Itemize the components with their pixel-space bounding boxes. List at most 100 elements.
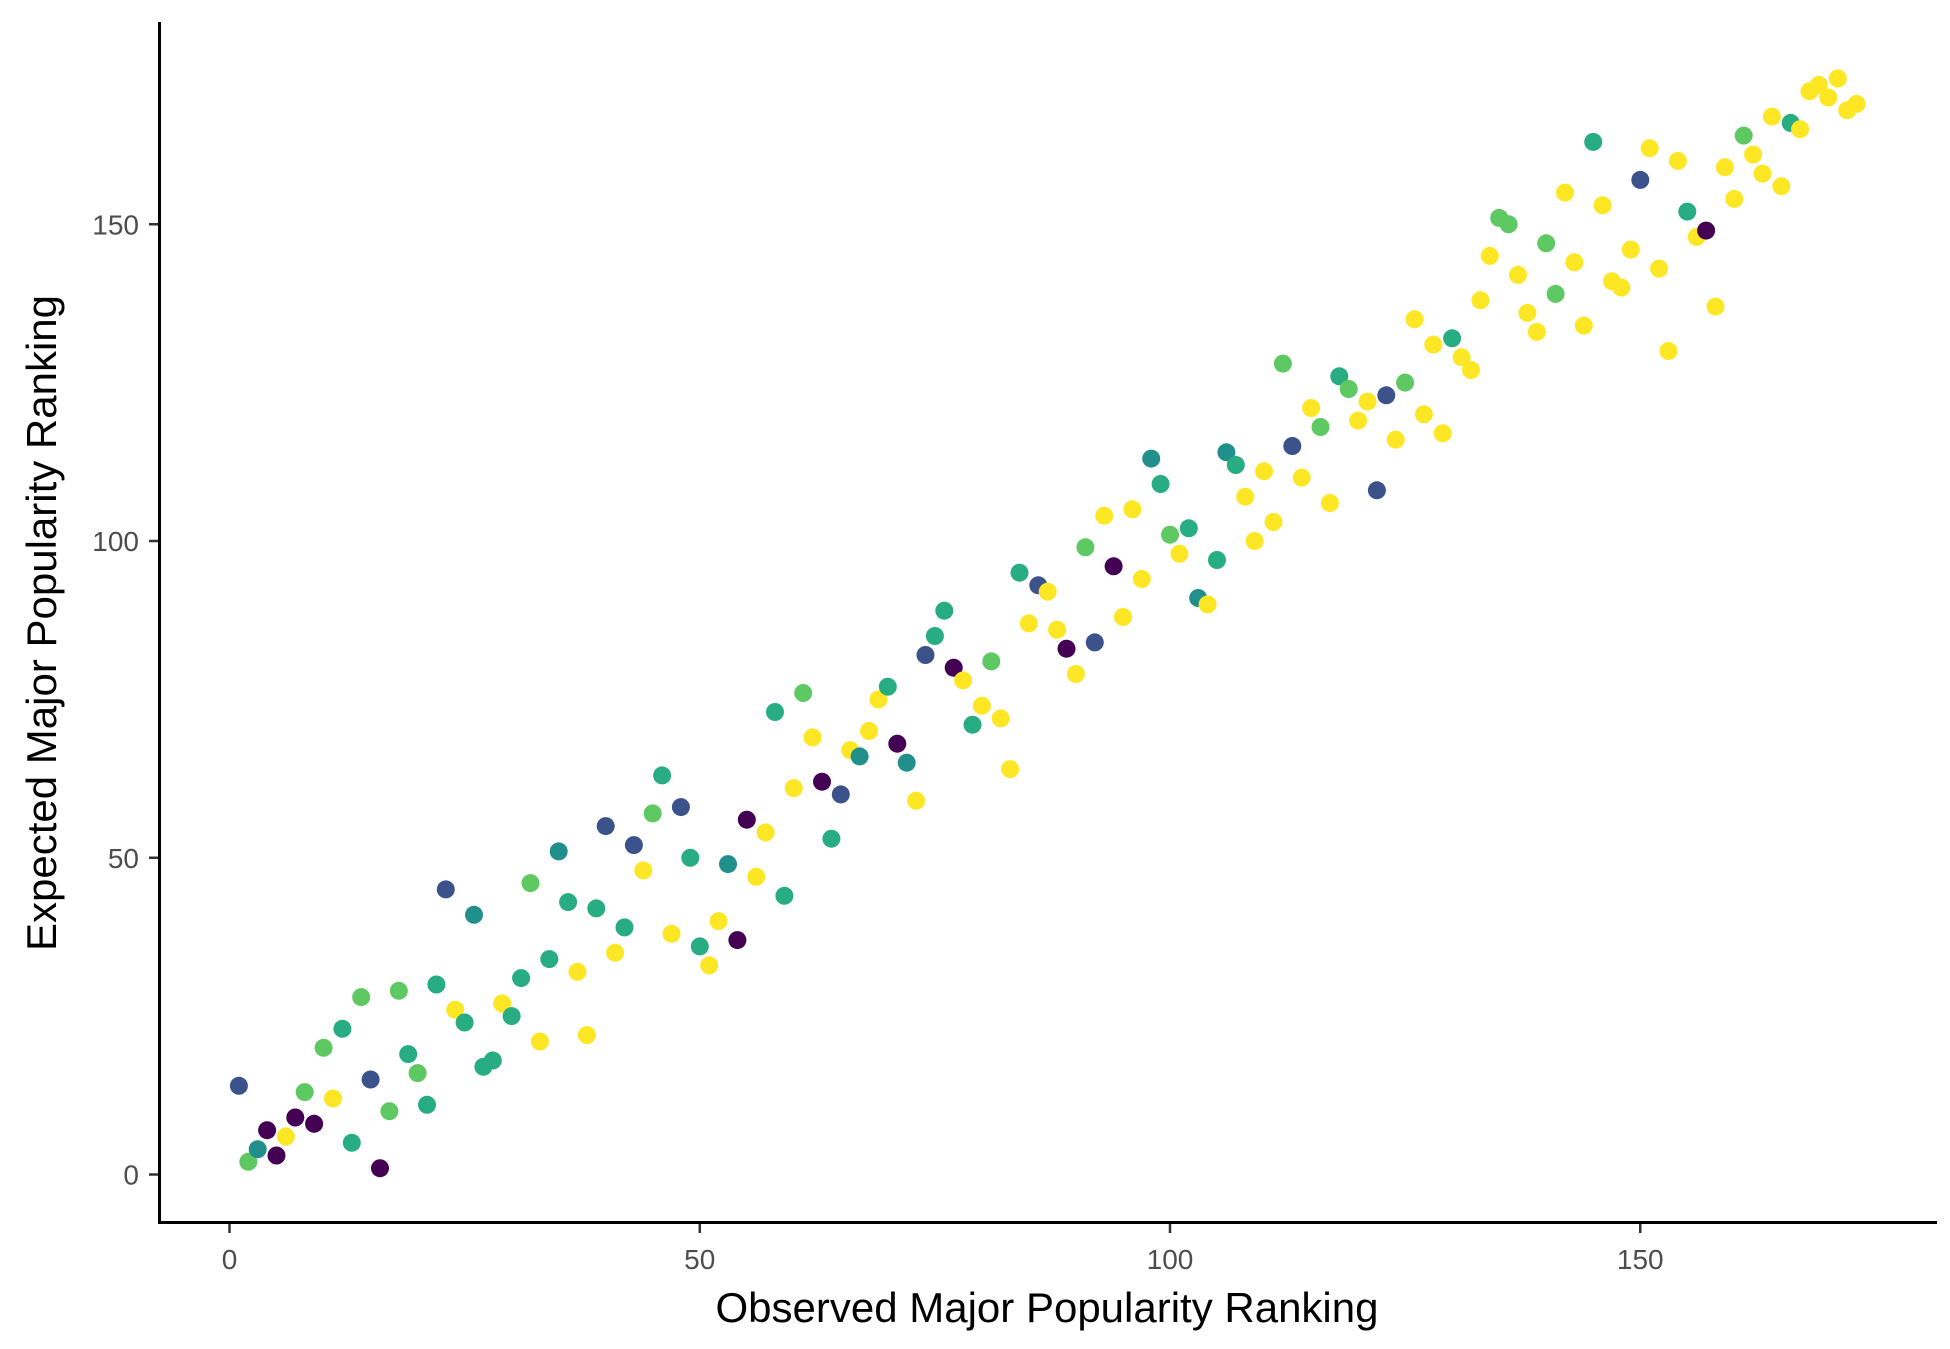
data-point (1565, 253, 1584, 272)
y-axis-ticks: 0 50 100 150 (92, 209, 158, 1191)
data-point (530, 1032, 549, 1051)
data-point (512, 969, 531, 988)
data-point (1509, 265, 1527, 284)
data-point (1424, 335, 1443, 354)
data-point (1433, 424, 1452, 443)
data-point (1226, 456, 1245, 474)
data-point (502, 1007, 521, 1026)
data-point (850, 747, 869, 766)
data-point (1753, 164, 1772, 183)
data-point (295, 1083, 314, 1102)
data-point (1038, 582, 1057, 601)
data-point (634, 861, 653, 880)
data-point (1819, 88, 1838, 107)
y-tick-label: 100 (92, 526, 139, 557)
data-point (1095, 506, 1114, 525)
data-point (1377, 386, 1396, 405)
data-point (982, 652, 1001, 671)
data-point (549, 842, 568, 861)
data-point (248, 1140, 267, 1159)
x-tick-label: 150 (1617, 1244, 1664, 1275)
data-point (1650, 259, 1669, 278)
data-point (671, 798, 690, 817)
y-tick-label: 150 (92, 209, 139, 240)
data-point (596, 817, 615, 836)
data-point (352, 988, 371, 1007)
data-point (606, 943, 625, 962)
data-point (1734, 126, 1753, 145)
data-point (1283, 437, 1302, 455)
y-tick-label: 50 (108, 843, 139, 874)
data-point (653, 766, 672, 785)
data-point (1518, 303, 1537, 322)
data-point (436, 880, 455, 899)
data-point (1762, 107, 1781, 126)
data-point (1217, 443, 1236, 462)
data-point (1245, 532, 1264, 550)
data-point (1678, 202, 1697, 221)
data-point (1725, 189, 1744, 208)
data-point (1311, 418, 1330, 436)
data-point (229, 1076, 248, 1095)
data-point (1452, 348, 1471, 367)
y-tick-label: 0 (123, 1160, 139, 1191)
data-point (577, 1026, 596, 1045)
data-point (455, 1013, 474, 1032)
data-point (1640, 139, 1659, 158)
data-point (1320, 494, 1339, 512)
data-point (1142, 449, 1161, 468)
x-tick-label: 50 (684, 1244, 715, 1275)
data-point (1198, 595, 1217, 614)
data-point (540, 950, 559, 969)
data-point (418, 1095, 436, 1114)
data-point (662, 924, 681, 943)
data-point (888, 734, 907, 753)
data-point (1001, 760, 1020, 779)
data-point (1546, 284, 1565, 303)
data-point (1386, 430, 1405, 449)
data-point (521, 874, 540, 893)
data-point (784, 779, 803, 798)
data-point (427, 975, 446, 994)
data-point (991, 709, 1010, 728)
data-point (624, 836, 643, 855)
data-point (925, 627, 944, 645)
data-point (907, 791, 926, 810)
points-layer (229, 69, 1866, 1178)
data-point (1339, 380, 1358, 398)
data-point (258, 1121, 277, 1140)
data-point (389, 981, 408, 1000)
data-point (1123, 500, 1142, 519)
data-point (239, 1152, 258, 1171)
data-point (1499, 215, 1518, 234)
data-point (1527, 322, 1546, 341)
data-point (766, 703, 784, 721)
data-point (972, 696, 991, 715)
data-point (643, 804, 662, 823)
data-point (408, 1064, 427, 1083)
data-point (944, 658, 963, 677)
data-point (1414, 405, 1433, 424)
data-point (1010, 563, 1029, 582)
data-point (1273, 354, 1292, 373)
data-point (822, 829, 841, 848)
data-point (775, 886, 794, 905)
data-point (1066, 665, 1085, 683)
data-point (1828, 69, 1847, 88)
data-point (709, 912, 728, 931)
data-point (399, 1045, 418, 1064)
data-point (1104, 557, 1123, 576)
data-point (1358, 392, 1377, 411)
data-point (878, 677, 897, 696)
data-point (1631, 170, 1650, 189)
x-axis-ticks: 0 50 100 150 (222, 1224, 1664, 1275)
data-point (380, 1102, 399, 1121)
data-point (286, 1108, 305, 1127)
data-point (1349, 411, 1368, 430)
data-point (728, 931, 747, 950)
data-point (737, 810, 756, 829)
data-point (1330, 367, 1349, 386)
data-point (803, 728, 822, 747)
data-point (342, 1133, 361, 1152)
data-point (690, 937, 709, 956)
